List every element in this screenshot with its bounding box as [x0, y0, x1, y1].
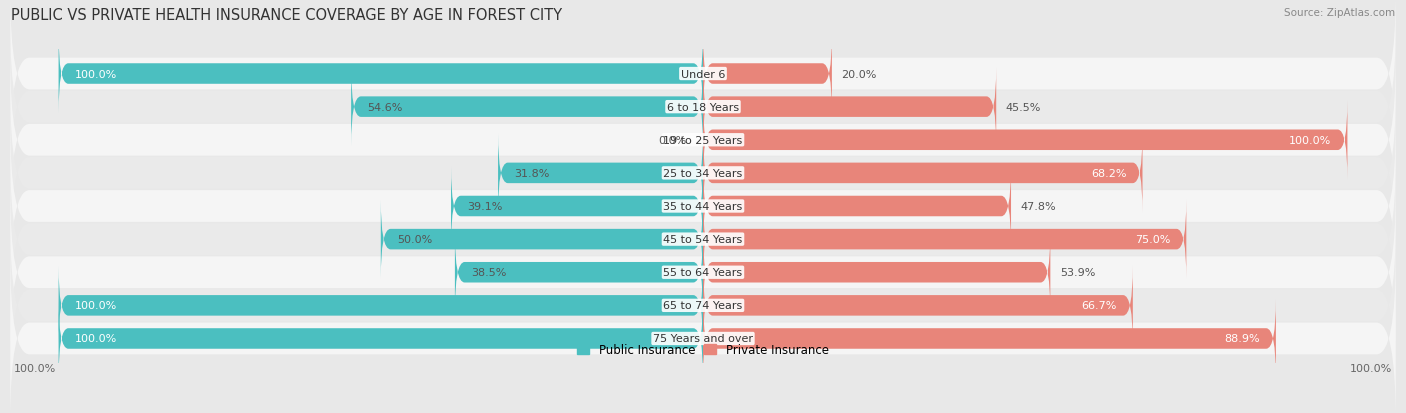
- Text: 31.8%: 31.8%: [515, 169, 550, 178]
- Text: 35 to 44 Years: 35 to 44 Years: [664, 202, 742, 211]
- FancyBboxPatch shape: [10, 255, 1396, 413]
- FancyBboxPatch shape: [10, 90, 1396, 257]
- FancyBboxPatch shape: [59, 35, 703, 114]
- FancyBboxPatch shape: [381, 200, 703, 279]
- FancyBboxPatch shape: [703, 299, 1275, 378]
- Text: 47.8%: 47.8%: [1021, 202, 1056, 211]
- Text: 50.0%: 50.0%: [396, 235, 432, 244]
- Text: 54.6%: 54.6%: [367, 102, 402, 112]
- Text: 39.1%: 39.1%: [467, 202, 502, 211]
- Legend: Public Insurance, Private Insurance: Public Insurance, Private Insurance: [572, 338, 834, 361]
- FancyBboxPatch shape: [703, 233, 1050, 312]
- FancyBboxPatch shape: [10, 0, 1396, 158]
- FancyBboxPatch shape: [703, 266, 1133, 345]
- Text: 75.0%: 75.0%: [1135, 235, 1170, 244]
- FancyBboxPatch shape: [10, 189, 1396, 356]
- Text: 38.5%: 38.5%: [471, 268, 506, 278]
- FancyBboxPatch shape: [703, 101, 1347, 180]
- FancyBboxPatch shape: [352, 68, 703, 147]
- Text: Under 6: Under 6: [681, 69, 725, 79]
- FancyBboxPatch shape: [10, 123, 1396, 290]
- Text: PUBLIC VS PRIVATE HEALTH INSURANCE COVERAGE BY AGE IN FOREST CITY: PUBLIC VS PRIVATE HEALTH INSURANCE COVER…: [11, 8, 562, 23]
- Text: 100.0%: 100.0%: [75, 301, 117, 311]
- Text: 45.5%: 45.5%: [1005, 102, 1042, 112]
- FancyBboxPatch shape: [59, 299, 703, 378]
- FancyBboxPatch shape: [703, 200, 1187, 279]
- Text: 6 to 18 Years: 6 to 18 Years: [666, 102, 740, 112]
- Text: 100.0%: 100.0%: [75, 334, 117, 344]
- FancyBboxPatch shape: [703, 68, 997, 147]
- FancyBboxPatch shape: [451, 167, 703, 246]
- Text: 65 to 74 Years: 65 to 74 Years: [664, 301, 742, 311]
- FancyBboxPatch shape: [10, 222, 1396, 389]
- FancyBboxPatch shape: [703, 167, 1011, 246]
- Text: 100.0%: 100.0%: [14, 363, 56, 373]
- Text: 45 to 54 Years: 45 to 54 Years: [664, 235, 742, 244]
- Text: 20.0%: 20.0%: [842, 69, 877, 79]
- Text: 25 to 34 Years: 25 to 34 Years: [664, 169, 742, 178]
- Text: 55 to 64 Years: 55 to 64 Years: [664, 268, 742, 278]
- Text: 19 to 25 Years: 19 to 25 Years: [664, 135, 742, 145]
- FancyBboxPatch shape: [10, 24, 1396, 191]
- FancyBboxPatch shape: [498, 134, 703, 213]
- Text: 88.9%: 88.9%: [1225, 334, 1260, 344]
- Text: Source: ZipAtlas.com: Source: ZipAtlas.com: [1284, 8, 1395, 18]
- Text: 75 Years and over: 75 Years and over: [652, 334, 754, 344]
- Text: 0.0%: 0.0%: [658, 135, 688, 145]
- FancyBboxPatch shape: [59, 266, 703, 345]
- Text: 100.0%: 100.0%: [75, 69, 117, 79]
- Text: 100.0%: 100.0%: [1289, 135, 1331, 145]
- FancyBboxPatch shape: [10, 57, 1396, 224]
- FancyBboxPatch shape: [703, 35, 832, 114]
- Text: 100.0%: 100.0%: [1350, 363, 1392, 373]
- FancyBboxPatch shape: [456, 233, 703, 312]
- Text: 68.2%: 68.2%: [1091, 169, 1126, 178]
- Text: 66.7%: 66.7%: [1081, 301, 1116, 311]
- FancyBboxPatch shape: [703, 134, 1143, 213]
- Text: 53.9%: 53.9%: [1060, 268, 1095, 278]
- FancyBboxPatch shape: [10, 156, 1396, 323]
